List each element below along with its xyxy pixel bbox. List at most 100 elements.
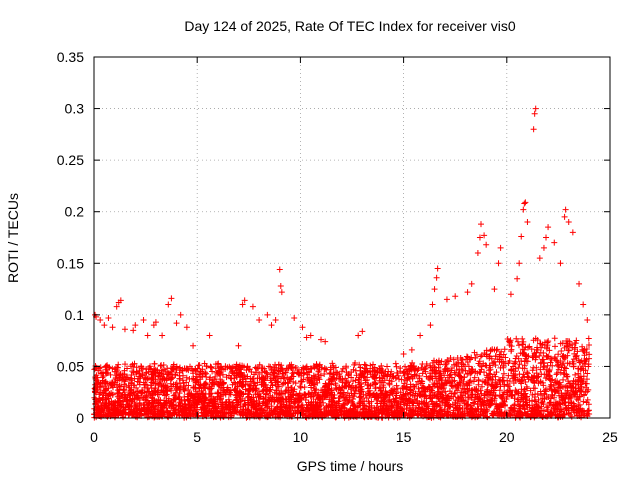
data-point — [333, 369, 340, 376]
data-point — [543, 388, 550, 395]
data-point — [321, 384, 328, 391]
y-tick-label: 0.15 — [57, 255, 84, 271]
data-point — [513, 353, 520, 360]
data-point — [443, 396, 450, 403]
data-point — [185, 393, 192, 400]
data-point — [423, 408, 430, 415]
data-point — [217, 392, 224, 399]
data-point — [486, 391, 493, 398]
data-point — [243, 411, 250, 418]
data-point — [579, 343, 586, 350]
data-point — [443, 360, 450, 367]
data-point — [522, 344, 529, 351]
data-point — [530, 126, 537, 133]
data-point — [301, 392, 308, 399]
data-point — [170, 363, 177, 370]
data-point — [176, 364, 183, 371]
data-point — [500, 377, 507, 384]
data-point — [430, 383, 437, 390]
data-point — [311, 381, 318, 388]
data-point — [410, 383, 417, 390]
data-point — [306, 390, 313, 397]
data-point — [541, 395, 548, 402]
data-point — [555, 401, 562, 408]
data-point — [508, 348, 515, 355]
data-point — [288, 387, 295, 394]
data-point — [438, 358, 445, 365]
data-point — [382, 368, 389, 375]
data-point — [284, 410, 291, 417]
data-point — [308, 404, 315, 411]
data-point — [575, 376, 582, 383]
data-point — [439, 389, 446, 396]
data-point — [198, 404, 205, 411]
data-point — [276, 266, 283, 273]
data-point — [566, 338, 573, 345]
data-point — [494, 381, 501, 388]
data-point — [495, 260, 502, 267]
data-point — [441, 406, 448, 413]
data-point — [288, 386, 295, 393]
data-point — [554, 387, 561, 394]
data-point — [216, 393, 223, 400]
data-point — [481, 232, 488, 239]
data-point — [159, 332, 166, 339]
data-point — [563, 392, 570, 399]
data-point — [567, 395, 574, 402]
data-point — [241, 401, 248, 408]
data-point — [507, 407, 514, 414]
data-point — [329, 409, 336, 416]
data-point — [371, 405, 378, 412]
data-point — [138, 394, 145, 401]
data-point — [237, 389, 244, 396]
data-point — [329, 360, 336, 367]
data-point — [220, 384, 227, 391]
data-point — [559, 353, 566, 360]
data-point — [183, 365, 190, 372]
data-point — [566, 394, 573, 401]
data-point — [418, 406, 425, 413]
data-point — [378, 414, 385, 421]
data-point — [192, 408, 199, 415]
data-point — [220, 413, 227, 420]
data-point — [485, 402, 492, 409]
data-point — [382, 394, 389, 401]
data-point — [472, 394, 479, 401]
data-point — [235, 369, 242, 376]
data-point — [566, 360, 573, 367]
data-point — [514, 407, 521, 414]
data-point — [470, 399, 477, 406]
data-point — [141, 384, 148, 391]
data-point — [168, 402, 175, 409]
data-point — [131, 399, 138, 406]
data-point — [242, 375, 249, 382]
data-point — [323, 403, 330, 410]
data-point — [371, 410, 378, 417]
data-point — [372, 385, 379, 392]
data-point — [573, 409, 580, 416]
data-point — [287, 375, 294, 382]
data-point — [262, 375, 269, 382]
data-point — [477, 411, 484, 418]
data-point — [545, 394, 552, 401]
data-point — [233, 396, 240, 403]
data-point — [493, 405, 500, 412]
data-point — [176, 375, 183, 382]
data-point — [321, 370, 328, 377]
data-point — [554, 362, 561, 369]
data-point — [251, 403, 258, 410]
data-point — [126, 384, 133, 391]
data-point — [507, 291, 514, 298]
data-point — [259, 369, 266, 376]
data-point — [452, 293, 459, 300]
data-point — [483, 241, 490, 248]
data-point — [120, 387, 127, 394]
data-point — [318, 413, 325, 420]
data-point — [118, 393, 125, 400]
data-point — [147, 363, 154, 370]
data-point — [400, 351, 407, 358]
data-point — [263, 404, 270, 411]
data-point — [536, 255, 543, 262]
data-point — [575, 370, 582, 377]
data-point — [99, 407, 106, 414]
